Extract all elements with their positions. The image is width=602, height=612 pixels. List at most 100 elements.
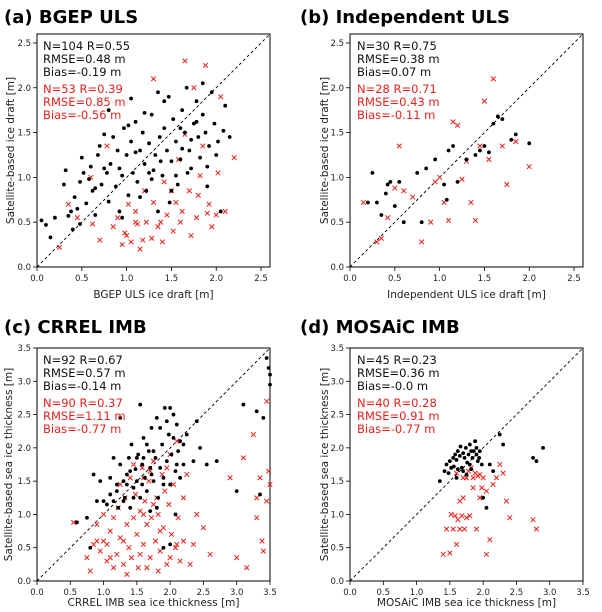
data-point-dot [455, 467, 460, 472]
stat-rmse: RMSE=0.38 m [357, 52, 440, 66]
data-point-cross [227, 475, 233, 481]
data-point-dot [88, 545, 93, 550]
x-tick-label: 0.5 [64, 588, 78, 598]
data-point-cross [177, 558, 183, 564]
cross-stroke [401, 188, 407, 194]
cross-stroke [504, 181, 510, 188]
cross-stroke [250, 431, 257, 438]
data-point-dot [114, 489, 119, 494]
data-point-cross [483, 551, 490, 558]
data-point-cross [234, 555, 240, 561]
data-point-dot [118, 462, 123, 467]
data-point-cross [207, 551, 213, 558]
cross-stroke [140, 511, 147, 518]
cross-stroke [144, 521, 150, 528]
data-point-cross [477, 143, 483, 149]
data-point-dot [178, 439, 183, 444]
cross-stroke [128, 555, 135, 561]
data-point-dot [173, 512, 178, 517]
y-tick-label: 2.5 [330, 39, 344, 49]
data-point-dot [75, 520, 79, 525]
data-point-dot [454, 457, 459, 462]
data-point-cross [164, 212, 170, 218]
cross-stroke [526, 163, 532, 170]
data-point-dot [147, 141, 151, 146]
data-point-dot [102, 132, 107, 137]
y-tick-label: 0.5 [330, 218, 344, 228]
data-point-dot [477, 449, 482, 454]
cross-stroke [94, 521, 100, 528]
x-axis-label: BGEP ULS ice draft [m] [93, 289, 213, 301]
y-tick-label: 1.5 [17, 477, 31, 487]
data-point-cross [170, 228, 176, 234]
data-point-cross [140, 511, 147, 518]
panel-c: (c) CRREL IMB 0.00.0 0.5 0.5 1.0 1.0 1.5 1.5 2.… [3, 317, 277, 609]
y-tick-label: 1.5 [330, 477, 344, 487]
x-axis-label: Independent ULS ice draft [m] [387, 289, 546, 301]
data-point-cross [453, 470, 460, 476]
data-point-dot [168, 406, 173, 410]
data-point-dot [501, 442, 506, 447]
data-point-cross [135, 565, 141, 571]
data-point-dot [184, 432, 189, 437]
data-point-cross [147, 555, 153, 561]
data-point-dot [187, 148, 192, 153]
data-point-cross [447, 550, 453, 556]
data-point-dot [129, 139, 133, 144]
cross-stroke [180, 495, 187, 501]
data-point-dot [153, 153, 158, 157]
data-point-dot [174, 422, 179, 427]
cross-stroke [162, 488, 168, 494]
data-point-dot [379, 213, 384, 217]
data-point-dot [169, 188, 174, 193]
data-point-cross [143, 219, 149, 225]
cross-stroke [182, 58, 188, 64]
cross-stroke [94, 538, 100, 544]
data-point-cross [146, 478, 152, 484]
data-point-cross [158, 219, 164, 225]
y-tick-label: 0.5 [17, 218, 31, 228]
cross-stroke [477, 143, 483, 149]
data-point-cross [267, 481, 273, 488]
x-tick-label: 0.0 [343, 274, 357, 284]
y-tick-label: 0.0 [17, 577, 31, 587]
data-point-dot [464, 157, 469, 162]
data-point-dot [397, 179, 402, 184]
cross-stroke [117, 481, 123, 488]
data-point-dot [81, 171, 86, 175]
data-point-dot [464, 472, 469, 477]
cross-stroke [483, 551, 490, 558]
cross-stroke [155, 568, 161, 574]
panel-d: (d) MOSAiC IMB 0.00.0 0.5 0.5 1.0 1.0 1.5 1.5 2… [300, 317, 590, 609]
cross-stroke [254, 515, 260, 521]
data-point-dot [133, 119, 138, 124]
data-point-cross [164, 465, 170, 471]
data-point-cross [120, 561, 127, 568]
stat-red-rmse: RMSE=1.11 m [43, 409, 126, 423]
cross-stroke [186, 188, 192, 194]
data-point-dot [181, 462, 186, 467]
data-point-dot [133, 150, 138, 155]
data-point-dot [466, 452, 471, 457]
data-point-dot [383, 191, 388, 196]
data-point-dot [105, 502, 109, 507]
data-point-dot [85, 515, 89, 520]
cross-stroke [234, 555, 240, 561]
data-point-dot [140, 462, 145, 467]
data-point-dot [174, 139, 178, 144]
data-point-dot [126, 123, 131, 128]
cross-stroke [123, 232, 130, 239]
y-tick-label: 2.5 [330, 411, 344, 421]
stat-red-n-r: N=40 R=0.28 [357, 396, 437, 410]
x-tick-label: 2.0 [476, 588, 490, 598]
cross-stroke [453, 541, 460, 548]
data-point-dot [541, 445, 545, 450]
cross-stroke [264, 398, 270, 404]
data-point-cross [470, 485, 476, 491]
y-tick-label: 2.5 [17, 411, 31, 421]
data-point-cross [140, 237, 146, 243]
y-tick-label: 3.5 [17, 344, 31, 354]
data-point-cross [497, 461, 503, 468]
data-point-cross [401, 188, 407, 194]
data-point-dot [419, 220, 424, 225]
